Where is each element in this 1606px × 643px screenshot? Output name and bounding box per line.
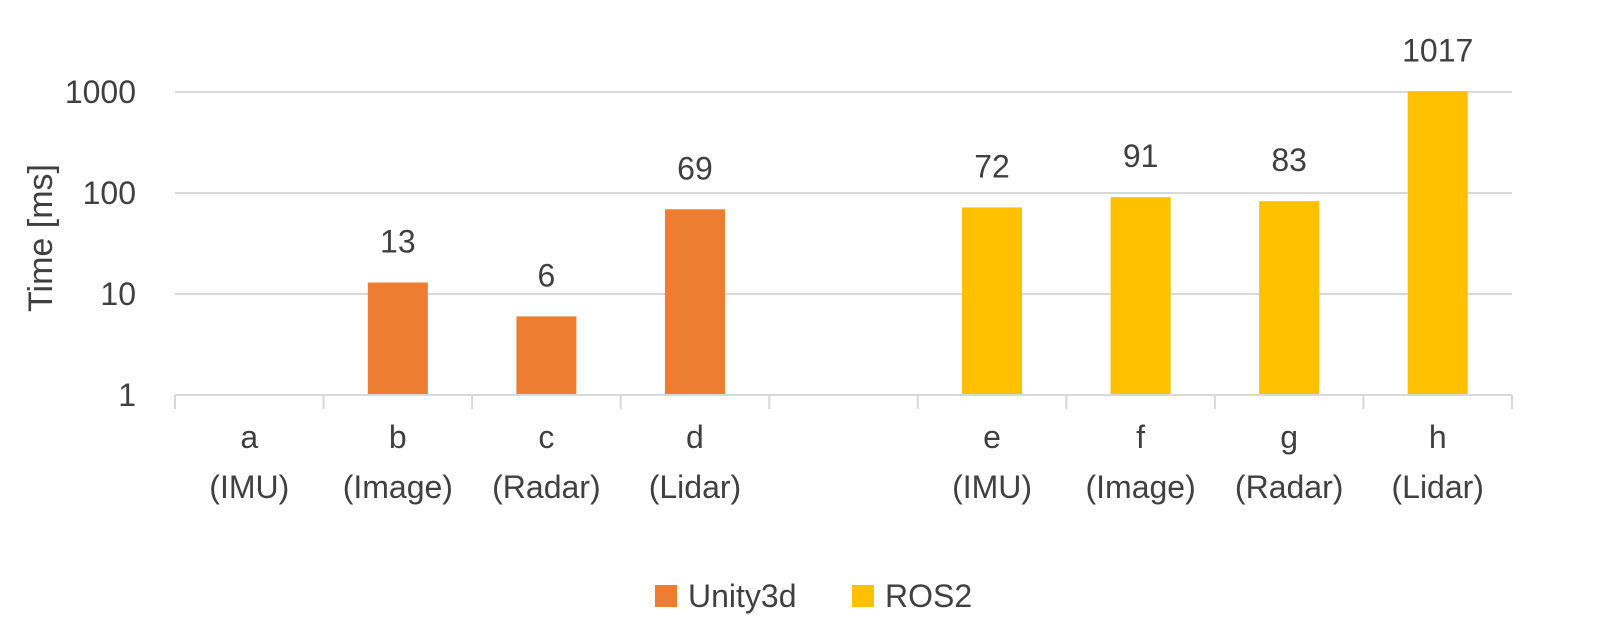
x-category-label: a	[240, 419, 258, 455]
y-axis-title: Time [ms]	[22, 164, 60, 312]
data-label: 83	[1271, 142, 1307, 178]
data-label: 6	[537, 257, 555, 293]
bars	[367, 91, 1468, 395]
data-label: 13	[380, 223, 416, 259]
y-tick-label: 1	[118, 377, 136, 413]
x-category-sublabel: (Lidar)	[1391, 469, 1483, 505]
bar-unity3d-2	[516, 316, 577, 395]
bar-ros2-6	[1110, 197, 1171, 395]
x-category-label: f	[1136, 419, 1145, 455]
x-category-sublabel: (Image)	[343, 469, 453, 505]
legend-label-ros2: ROS2	[885, 578, 972, 614]
bar-ros2-5	[962, 207, 1023, 395]
data-labels: 13 6 69 72 91 83 1017	[380, 32, 1473, 293]
y-tick-label: 100	[83, 175, 136, 211]
bar-unity3d-3	[664, 209, 725, 395]
bar-ros2-7	[1259, 201, 1320, 395]
x-category-sublabel: (Image)	[1085, 469, 1195, 505]
data-label: 91	[1123, 138, 1159, 174]
x-category-label: h	[1429, 419, 1447, 455]
legend-label-unity3d: Unity3d	[688, 578, 797, 614]
legend-swatch-unity3d	[655, 585, 677, 607]
y-tick-label: 10	[100, 276, 136, 312]
data-label: 1017	[1402, 32, 1473, 68]
x-category-sublabel: (Radar)	[1235, 469, 1343, 505]
x-category-sublabel: (Radar)	[492, 469, 600, 505]
data-label: 72	[974, 148, 1010, 184]
x-category-label: c	[538, 419, 554, 455]
y-tick-label: 1000	[65, 74, 136, 110]
x-category-label: d	[686, 419, 704, 455]
x-category-label: e	[983, 419, 1001, 455]
x-category-sublabel: (Lidar)	[649, 469, 741, 505]
x-category-labels: a (IMU) b (Image) c (Radar) d (Lidar) e (IMU) f (Im…	[209, 419, 1484, 505]
x-category-label: g	[1280, 419, 1298, 455]
data-label: 69	[677, 150, 713, 186]
legend-swatch-ros2	[852, 585, 874, 607]
x-category-sublabel: (IMU)	[952, 469, 1032, 505]
y-tick-labels: 1 10 100 1000	[65, 74, 136, 413]
bar-unity3d-1	[367, 282, 428, 395]
x-category-sublabel: (IMU)	[209, 469, 289, 505]
bar-ros2-8	[1407, 91, 1468, 395]
x-category-label: b	[389, 419, 407, 455]
x-axis	[174, 394, 1513, 409]
legend: Unity3d ROS2	[655, 578, 972, 614]
